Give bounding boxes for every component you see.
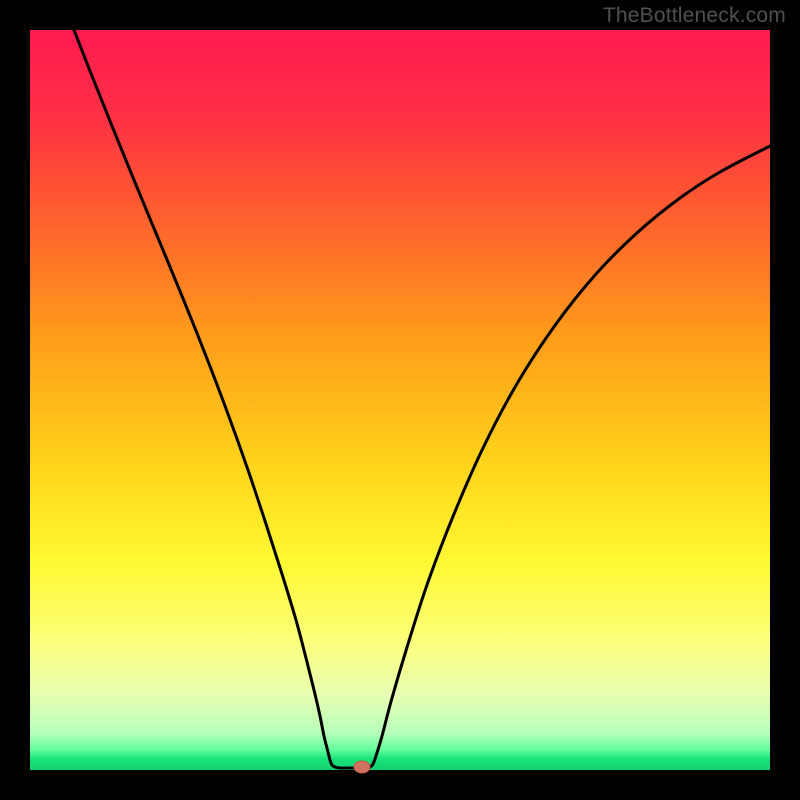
plot-area	[30, 30, 770, 770]
watermark-text: TheBottleneck.com	[603, 4, 786, 28]
minimum-marker	[354, 761, 370, 773]
bottleneck-chart	[0, 0, 800, 800]
